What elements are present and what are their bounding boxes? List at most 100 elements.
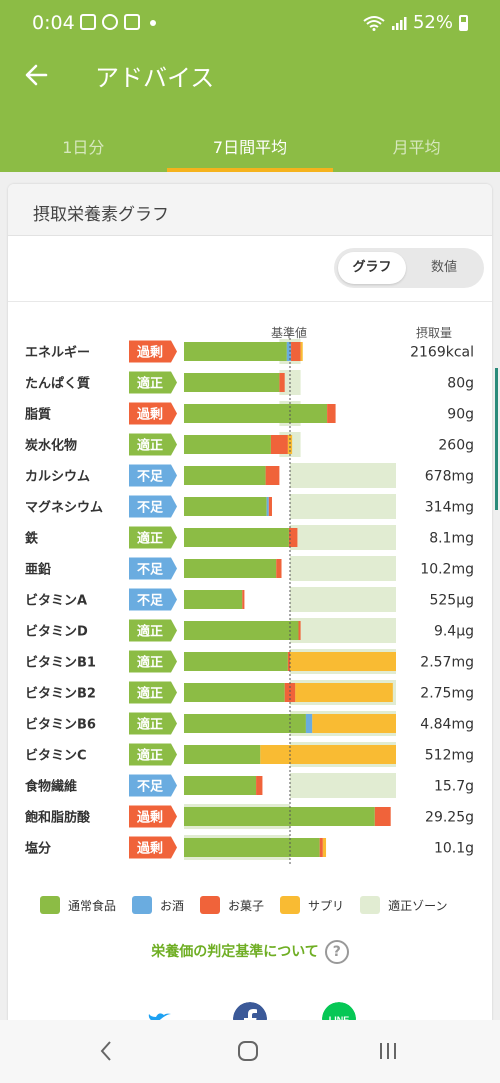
legend-item-sweets: お菓子 (200, 896, 264, 914)
intake-value: 678mg (425, 469, 474, 485)
help-icon[interactable]: ? (324, 940, 349, 964)
status-badge-label: 適正 (137, 438, 163, 454)
status-badge-proper (129, 743, 177, 766)
app-bar: アドバイス 1日分 7日間平均 月平均 (0, 46, 500, 172)
status-badge-label: 過剰 (136, 345, 163, 361)
supplement-bar (290, 652, 396, 671)
status-badge-deficient (129, 464, 177, 487)
status-badge-deficient (129, 774, 177, 797)
scrollbar[interactable] (495, 368, 498, 510)
nutrient-name: 鉄 (25, 531, 38, 547)
sweets-bar (276, 559, 282, 578)
nutrient-name: たんぱく質 (25, 376, 90, 392)
battery-percent: 52% (412, 12, 453, 33)
criteria-link-label[interactable]: 栄養価の判定基準について (151, 944, 319, 960)
clock-notification-icon (102, 14, 118, 30)
normal-food-bar (184, 590, 243, 609)
tab-1-day[interactable]: 1日分 (62, 138, 105, 157)
status-badge-excess (129, 402, 177, 425)
more-notifications-icon (150, 20, 156, 26)
legend-label: サプリ (308, 898, 345, 913)
nutrient-name: 塩分 (25, 841, 51, 857)
status-bar: 0:04 52% (0, 0, 500, 46)
values-view-button[interactable]: 数値 (430, 260, 457, 275)
supplement-bar (260, 745, 396, 764)
legend-swatch (132, 896, 153, 914)
nutrient-name: エネルギー (25, 345, 90, 361)
supplement-bar (322, 838, 327, 857)
legend-label: お菓子 (228, 898, 265, 913)
nutrient-name: ビタミンB1 (25, 655, 96, 671)
nav-home-icon[interactable] (233, 1036, 263, 1066)
back-arrow-icon[interactable] (22, 60, 52, 90)
nutrient-name: 炭水化物 (25, 438, 77, 454)
status-badge-proper (129, 650, 177, 673)
status-badge-label: 不足 (137, 501, 164, 516)
graph-view-button[interactable]: グラフ (338, 252, 406, 284)
intake-value: 314mg (425, 500, 474, 516)
status-badge-proper (129, 712, 177, 735)
baseline-header: 基準値 (271, 326, 308, 340)
criteria-link[interactable]: 栄養価の判定基準について? (8, 940, 492, 964)
nutrient-graph-card: 摂取栄養素グラフ グラフ 数値 基準値 摂取量 エネルギー 過剰 2169kcal た… (8, 184, 492, 1064)
divider (8, 301, 492, 302)
status-badge-proper (129, 433, 177, 456)
normal-food-bar (184, 838, 320, 857)
normal-food-bar (184, 559, 277, 578)
normal-food-bar (184, 683, 285, 702)
normal-food-bar (184, 404, 328, 423)
status-badge-label: 不足 (137, 594, 164, 609)
sweets-bar (327, 404, 336, 423)
supplement-bar (300, 342, 303, 361)
sweets-bar (279, 373, 285, 392)
signal-icon (391, 16, 407, 30)
status-badge-excess (129, 340, 177, 363)
status-badge-excess (129, 805, 177, 828)
status-badge-label: 不足 (137, 563, 164, 578)
legend-swatch (280, 896, 301, 914)
nav-recents-icon[interactable] (373, 1036, 403, 1066)
normal-food-bar (184, 373, 280, 392)
status-badge-proper (129, 526, 177, 549)
proper-zone-bar (290, 494, 396, 519)
supplement-bar (312, 714, 396, 733)
status-badge-label: 適正 (137, 376, 163, 392)
view-toggle: グラフ 数値 (334, 248, 484, 288)
normal-food-bar (184, 435, 271, 454)
status-badge-label: 適正 (137, 686, 163, 702)
tab-monthly-average[interactable]: 月平均 (392, 138, 441, 157)
nutrient-name: マグネシウム (25, 500, 103, 516)
intake-value: 10.1g (434, 841, 474, 857)
proper-zone-bar (290, 525, 396, 550)
normal-food-bar (184, 714, 306, 733)
sweets-bar (319, 838, 323, 857)
nav-back-icon[interactable] (92, 1036, 122, 1066)
sweets-bar (291, 342, 301, 361)
status-badge-proper (129, 371, 177, 394)
battery-icon (459, 14, 468, 31)
status-badge-deficient (129, 557, 177, 580)
intake-value: 4.84mg (420, 717, 474, 733)
supplement-bar (287, 435, 293, 454)
mail-notification-icon (124, 14, 140, 30)
card-title: 摂取栄養素グラフ (33, 205, 169, 225)
sweets-bar (374, 807, 391, 826)
tab-7-day-average[interactable]: 7日間平均 (166, 126, 334, 172)
normal-food-bar (184, 497, 267, 516)
status-badge-label: 適正 (137, 748, 163, 764)
legend-swatch (360, 896, 381, 914)
intake-value: 260g (438, 438, 474, 454)
legend-swatch (40, 896, 60, 914)
nutrient-name: カルシウム (25, 470, 90, 485)
normal-food-bar (184, 652, 288, 671)
proper-zone-bar (290, 773, 396, 798)
status-badge-label: 過剰 (136, 810, 163, 826)
nutrient-name: 飽和脂肪酸 (24, 810, 91, 826)
legend-item-proper-zone: 適正ゾーン (360, 896, 447, 914)
intake-value: 2.75mg (420, 686, 474, 702)
normal-food-bar (184, 776, 257, 795)
nutrient-name: 脂質 (24, 407, 51, 423)
sweets-bar (256, 776, 263, 795)
intake-value: 80g (447, 376, 474, 392)
intake-value: 2.57mg (420, 655, 474, 671)
